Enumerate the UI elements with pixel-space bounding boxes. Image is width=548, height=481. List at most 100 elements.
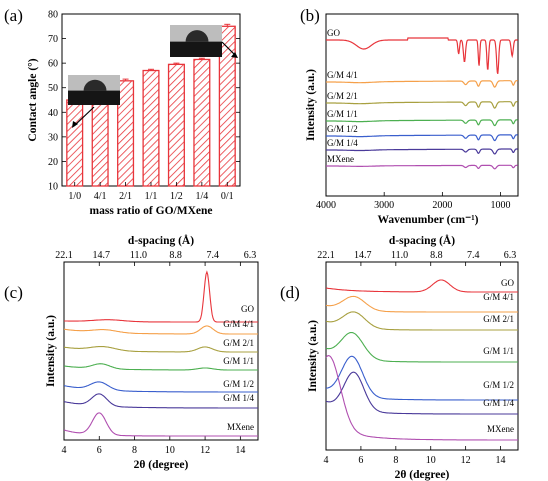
panel-d-series-line bbox=[325, 371, 518, 415]
panel-b-series-label: G/M 2/1 bbox=[327, 91, 358, 101]
panel-a-xtick-label: 1/4 bbox=[195, 191, 208, 202]
droplet-shape bbox=[185, 30, 209, 42]
panel-b-xtick-label: 1000 bbox=[491, 200, 511, 211]
panel-c-dspacing-label: 14.7 bbox=[92, 250, 110, 261]
panel-c-series-label: GO bbox=[241, 304, 254, 314]
panel-d-series-line bbox=[325, 295, 518, 313]
panel-c-series-line bbox=[63, 393, 258, 409]
panel-c-series-line bbox=[63, 381, 258, 393]
panel-d-dspacing-label: 22.1 bbox=[317, 250, 335, 261]
panel-d-series-label: G/M 4/1 bbox=[483, 292, 514, 302]
panel-a-bar bbox=[167, 63, 185, 187]
panel-b-series-line bbox=[326, 37, 518, 74]
panel-d-series-line bbox=[325, 279, 518, 293]
panel-a-bar bbox=[117, 80, 135, 187]
panel-a-bar bbox=[142, 69, 160, 187]
panel-c-series-line bbox=[64, 270, 258, 323]
panel-c-xtick-label: 12 bbox=[200, 445, 210, 456]
panel-c-dspacing-label: 7.4 bbox=[207, 250, 220, 261]
panel-b-series-label: G/M 1/4 bbox=[327, 138, 358, 148]
panel-a-bar bbox=[193, 58, 211, 187]
panel-c-frame bbox=[63, 261, 259, 441]
panel-c-xtick-label: 6 bbox=[97, 445, 102, 456]
panel-a-ytick-label: 30 bbox=[48, 132, 58, 143]
panel-c-series-label: G/M 1/1 bbox=[223, 356, 254, 366]
panel-d-series-label: G/M 1/4 bbox=[483, 398, 514, 408]
panel-a-ylabel: Contact angle (°) bbox=[27, 58, 39, 141]
panel-d-series-line bbox=[325, 355, 518, 441]
panel-c-series-label: MXene bbox=[227, 422, 254, 432]
panel-c-xtick-label: 14 bbox=[235, 445, 245, 456]
panel-b-series-line bbox=[326, 148, 518, 155]
panel-c-dspacing-label: 11.0 bbox=[130, 250, 147, 261]
panel-b-series-label: G/M 4/1 bbox=[327, 70, 358, 80]
panel-b-xtick-label: 4000 bbox=[316, 200, 336, 211]
panel-d-series-line bbox=[325, 355, 518, 401]
panel-a-xtick-label: 1/0 bbox=[68, 191, 81, 202]
panel-d-xtick-label: 10 bbox=[426, 455, 436, 466]
arrow-right-head bbox=[231, 52, 238, 58]
panel-b-series-label: G/M 1/2 bbox=[327, 124, 358, 134]
panel-d-dspacing-label: 11.0 bbox=[391, 250, 408, 261]
panel-d-series-label: GO bbox=[501, 278, 514, 288]
panel-a-xtick-label: 2/1 bbox=[119, 191, 132, 202]
panel-a-xtick-label: 0/1 bbox=[221, 191, 234, 202]
panel-d-top-axis-label: d-spacing (Å) bbox=[389, 233, 455, 247]
panel-d-series-line bbox=[325, 311, 518, 331]
panel-d-series-label: G/M 1/2 bbox=[483, 380, 514, 390]
panel-b-xtick-label: 2000 bbox=[432, 200, 452, 211]
panel-d-series-label: G/M 2/1 bbox=[483, 314, 514, 324]
panel-b-frame bbox=[325, 13, 519, 197]
panel-c-ylabel: Intensity (a.u.) bbox=[45, 315, 57, 387]
panel-c-series-line bbox=[63, 345, 258, 353]
inset-substrate bbox=[170, 41, 222, 57]
droplet-inset-right bbox=[170, 25, 222, 57]
arrow-left bbox=[73, 106, 95, 127]
panel-a-xtick-label: 4/1 bbox=[94, 191, 107, 202]
panel-c-series-label: G/M 4/1 bbox=[223, 319, 254, 329]
panel-c-dspacing-label: 6.3 bbox=[244, 250, 257, 261]
panel-c-xlabel: 2θ (degree) bbox=[134, 459, 189, 471]
panel-d-dspacing-label: 14.7 bbox=[354, 250, 372, 261]
panel-d-ylabel: Intensity (a.u.) bbox=[307, 320, 319, 392]
panel-b-xlabel: Wavenumber (cm⁻¹) bbox=[378, 214, 479, 226]
inset-substrate bbox=[68, 90, 120, 105]
panel-b-series-line bbox=[326, 80, 518, 88]
panel-d-xlabel: 2θ (degree) bbox=[395, 469, 450, 481]
panel-a-xlabel: mass ratio of GO/MXene bbox=[90, 205, 213, 217]
droplet-inset-left bbox=[68, 75, 120, 105]
panel-a-label: (a) bbox=[4, 6, 23, 25]
panel-c-label: (c) bbox=[4, 283, 23, 302]
panel-a-ytick-label: 50 bbox=[48, 83, 58, 94]
panel-b-label: (b) bbox=[300, 6, 320, 25]
panel-d-label: (d) bbox=[280, 283, 300, 302]
panel-c-series-line bbox=[63, 325, 258, 335]
panel-b-series-label: MXene bbox=[327, 154, 354, 164]
panel-b-series-label: GO bbox=[327, 28, 340, 38]
panel-d-dspacing-label: 6.3 bbox=[504, 250, 517, 261]
panel-b-series-label: G/M 1/1 bbox=[327, 109, 358, 119]
panel-a-ytick-label: 40 bbox=[48, 108, 58, 119]
panel-a-ytick-label: 60 bbox=[48, 59, 58, 70]
panel-d-xtick-label: 14 bbox=[496, 455, 506, 466]
panel-a-xtick-label: 1/2 bbox=[170, 191, 183, 202]
panel-c-dspacing-label: 8.8 bbox=[169, 250, 182, 261]
panel-c-series-line bbox=[63, 363, 258, 371]
panel-b-series-line bbox=[326, 164, 518, 170]
panel-a-ytick-label: 70 bbox=[48, 34, 58, 45]
panel-a-bar bbox=[66, 99, 84, 187]
panel-b-series-line bbox=[326, 119, 518, 127]
arrow-left-head bbox=[72, 121, 78, 128]
panel-c-dspacing-label: 22.1 bbox=[55, 250, 73, 261]
panel-c-xtick-label: 4 bbox=[62, 445, 67, 456]
panel-b-ylabel: Intensity (a.u.) bbox=[305, 69, 317, 141]
panel-d-xtick-label: 8 bbox=[393, 455, 398, 466]
panel-d-series-label: MXene bbox=[487, 424, 514, 434]
panel-a-ytick-label: 80 bbox=[48, 10, 58, 21]
panel-c-xtick-label: 8 bbox=[132, 445, 137, 456]
panel-d-frame bbox=[325, 261, 519, 451]
panel-c-series-label: G/M 1/2 bbox=[223, 379, 254, 389]
panel-c-xtick-label: 10 bbox=[165, 445, 175, 456]
panel-d-dspacing-label: 7.4 bbox=[467, 250, 480, 261]
